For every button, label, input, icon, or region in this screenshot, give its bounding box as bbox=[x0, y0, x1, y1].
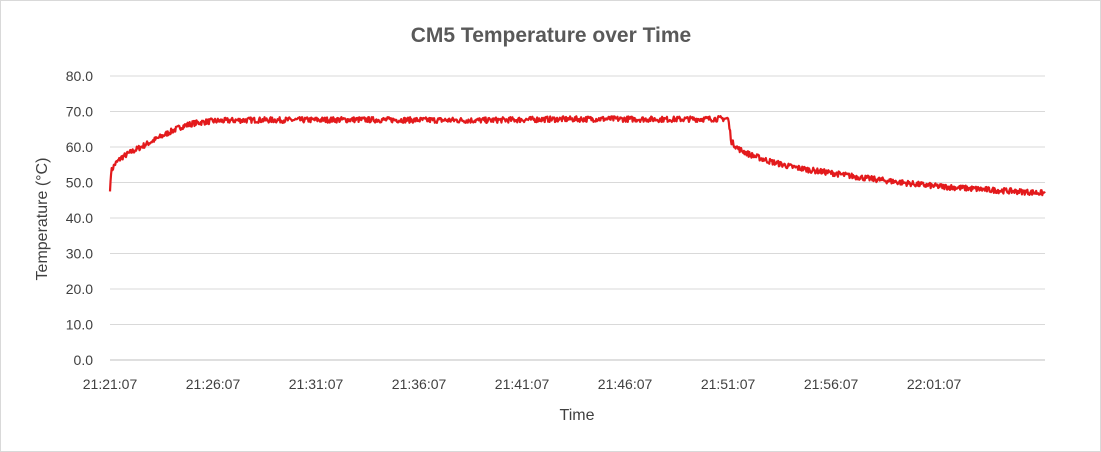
x-tick-label: 21:21:07 bbox=[83, 376, 138, 392]
y-tick-label: 30.0 bbox=[66, 246, 93, 262]
y-tick-label: 20.0 bbox=[66, 281, 93, 297]
x-tick-label: 21:26:07 bbox=[186, 376, 241, 392]
y-axis-ticks: 0.0 10.0 20.0 30.0 40.0 50.0 60.0 70.0 80.0 bbox=[66, 68, 93, 368]
x-tick-label: 21:51:07 bbox=[701, 376, 756, 392]
y-tick-label: 80.0 bbox=[66, 68, 93, 84]
y-axis-title: Temperature (°C) bbox=[34, 158, 51, 281]
series-line bbox=[108, 115, 1046, 197]
x-tick-label: 21:56:07 bbox=[804, 376, 859, 392]
x-tick-label: 21:36:07 bbox=[392, 376, 447, 392]
y-tick-label: 0.0 bbox=[74, 352, 94, 368]
chart-title: CM5 Temperature over Time bbox=[411, 24, 692, 47]
x-axis-ticks: 21:21:07 21:26:07 21:31:07 21:36:07 21:41:07… bbox=[83, 376, 962, 392]
y-tick-label: 10.0 bbox=[66, 317, 93, 333]
x-tick-label: 21:41:07 bbox=[495, 376, 550, 392]
y-tick-label: 40.0 bbox=[66, 210, 93, 226]
series-group bbox=[108, 115, 1046, 197]
y-tick-label: 70.0 bbox=[66, 104, 93, 120]
x-tick-label: 21:46:07 bbox=[598, 376, 653, 392]
x-axis-title: Time bbox=[560, 407, 595, 424]
x-tick-label: 22:01:07 bbox=[907, 376, 962, 392]
y-tick-label: 50.0 bbox=[66, 175, 93, 191]
x-tick-label: 21:31:07 bbox=[289, 376, 344, 392]
gridlines bbox=[110, 75, 1045, 361]
y-tick-label: 60.0 bbox=[66, 139, 93, 155]
